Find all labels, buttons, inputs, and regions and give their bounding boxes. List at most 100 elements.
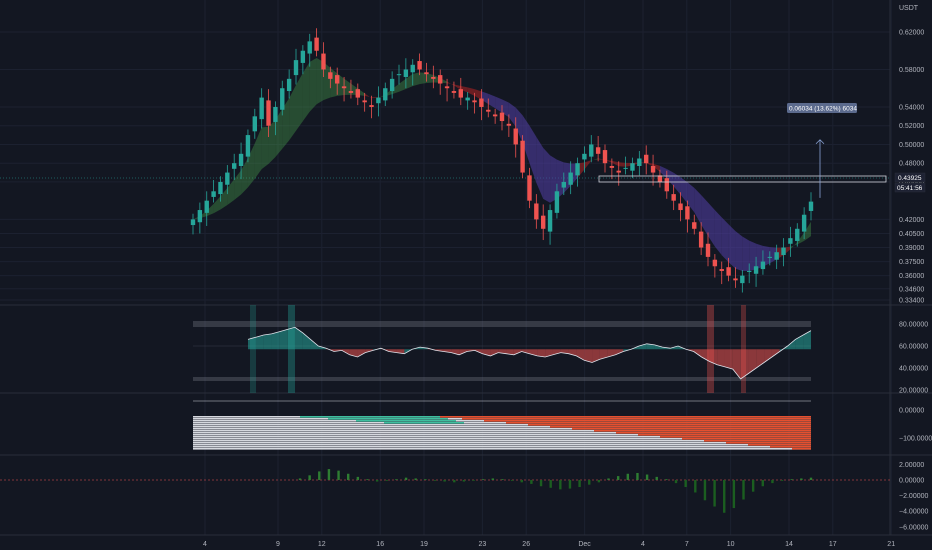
- hist-bar: [723, 480, 726, 513]
- ema-band-segment: [550, 155, 557, 203]
- candle-body: [300, 50, 306, 63]
- candle-body: [801, 214, 807, 232]
- vp-row-sell: [682, 438, 811, 440]
- ema-band-segment: [323, 62, 331, 101]
- osc-fill-segment: [756, 349, 765, 368]
- vp-row-sell: [506, 422, 811, 424]
- candle-body: [314, 37, 319, 51]
- time-tick-label: 19: [420, 541, 428, 548]
- hist-bar: [395, 479, 398, 480]
- hist-bar: [404, 477, 408, 480]
- osc-fill-segment: [724, 349, 733, 370]
- hist-bar: [424, 479, 427, 480]
- hist-bar: [780, 480, 784, 481]
- candle-body: [616, 170, 621, 173]
- ema-band-segment: [714, 210, 722, 256]
- candle-body: [781, 247, 786, 256]
- candle-body: [554, 191, 560, 213]
- vp-row: [193, 424, 811, 426]
- hist-bar: [703, 480, 707, 501]
- countdown-tag-bg: [894, 182, 926, 193]
- candle-body: [245, 135, 251, 157]
- candle-body: [396, 74, 402, 76]
- ema-band-segment: [687, 182, 695, 213]
- osc-oversold-band: [193, 377, 811, 381]
- hist-bar: [771, 480, 774, 484]
- hist-bar: [626, 473, 630, 480]
- candle-body: [630, 163, 635, 171]
- ema-band-segment: [556, 159, 564, 199]
- candle-body: [492, 114, 498, 117]
- hist-bar: [375, 480, 379, 482]
- candles: [190, 28, 814, 293]
- osc-fill-segment: [294, 327, 303, 350]
- last-price-tag-bg: [894, 172, 926, 183]
- price-tick-label: 0.58000: [899, 67, 924, 74]
- candle-body: [293, 60, 299, 76]
- candle-body: [403, 69, 409, 77]
- hist-bar: [462, 480, 466, 482]
- hist-tick-label: −2.00000: [899, 493, 928, 500]
- hist-bar: [684, 480, 687, 488]
- vp-row-sell: [550, 426, 811, 428]
- osc-fill-segment: [584, 349, 593, 363]
- candle-body: [795, 228, 800, 241]
- time-tick-label: 21: [887, 541, 895, 548]
- histogram-panel: 2.00000 0.00000 −2.00000 −4.00000 −6.00000: [0, 462, 928, 531]
- vp-row-buy: [328, 418, 448, 420]
- measure-label: 0.06034 (13.62%) 6034: [789, 106, 857, 113]
- hist-bar: [713, 480, 716, 507]
- time-tick-label: 4: [203, 541, 207, 548]
- candle-body: [808, 201, 814, 211]
- candle-body: [657, 175, 663, 182]
- vp-row-sell: [528, 424, 811, 426]
- time-tick-label: 9: [276, 541, 280, 548]
- hist-bar: [674, 480, 678, 484]
- hist-bar: [385, 480, 388, 481]
- measure-arrow-head: [815, 139, 825, 145]
- ema-band-segment: [591, 158, 599, 161]
- candle-body: [650, 166, 656, 173]
- ema-band-segment: [735, 231, 743, 272]
- ema-band-segment: [392, 83, 399, 95]
- vp-row: [193, 436, 811, 438]
- osc-fill-segment: [552, 349, 561, 355]
- time-axis[interactable]: 4 9 12 16 19 23 26 Dec 4 7 10 14 17 21: [203, 541, 895, 548]
- candle-body: [273, 106, 278, 122]
- candle-body: [774, 252, 779, 260]
- candle-body: [671, 194, 676, 201]
- ema-band-segment: [419, 72, 427, 85]
- ema-band-segment: [426, 72, 434, 83]
- ema-band-segment: [213, 196, 221, 214]
- candle-body: [644, 154, 649, 164]
- osc-fill-segment: [271, 331, 280, 350]
- vp-row: [193, 446, 811, 448]
- vp-row-sell: [616, 432, 811, 434]
- osc-fill-segment: [248, 337, 256, 350]
- hist-bar: [510, 480, 514, 481]
- osc-fill-segment: [279, 329, 288, 350]
- measure-tag-bg: [787, 103, 857, 113]
- ema-band-segment: [220, 187, 228, 210]
- candle-body: [362, 100, 367, 103]
- price-tick-label: 0.42000: [899, 217, 924, 224]
- osc-fill-segment: [701, 349, 710, 362]
- osc-fill-segment: [599, 349, 608, 360]
- time-tick-label: 4: [641, 541, 645, 548]
- osc-fill-segment: [302, 332, 311, 350]
- candle-body: [383, 88, 388, 101]
- time-tick-label: 14: [785, 541, 793, 548]
- osc-fill-segment: [764, 349, 772, 363]
- vp-row: [193, 442, 811, 444]
- candle-body: [197, 210, 203, 223]
- osc-fill-segment: [646, 343, 655, 350]
- range-box[interactable]: [598, 175, 887, 183]
- countdown-label: 05:41:56: [897, 185, 923, 192]
- ema-band-segment: [495, 96, 502, 113]
- hist-bar: [568, 480, 572, 489]
- annotations: 0.06034 (13.62%) 6034 0.43925 05:41:56: [598, 103, 926, 198]
- hist-tick-label: 2.00000: [899, 462, 924, 469]
- hist-bar: [588, 480, 591, 485]
- price-tick-label: 0.37500: [899, 259, 924, 266]
